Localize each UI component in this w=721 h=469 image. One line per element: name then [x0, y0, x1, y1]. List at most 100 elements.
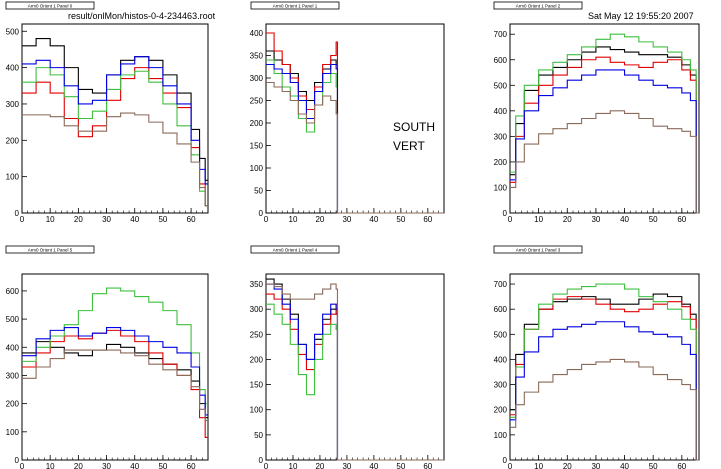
- x-tick-label: 10: [289, 215, 298, 224]
- y-tick-label: 300: [250, 74, 264, 83]
- series-blue: [22, 56, 208, 185]
- timestamp-label: Sat May 12 19:55:20 2007: [588, 11, 694, 21]
- series-blue: [22, 326, 208, 416]
- y-tick-label: 50: [254, 187, 263, 196]
- y-tick-label: 250: [250, 330, 264, 339]
- y-tick-label: 300: [250, 305, 264, 314]
- series-brown: [22, 349, 208, 422]
- file-path-label: result/onlMon/histos-0-4-234463.root: [68, 11, 216, 21]
- plot-frame: [509, 273, 700, 461]
- y-tick-label: 700: [494, 280, 508, 289]
- x-tick-label: 20: [563, 215, 572, 224]
- y-tick-label: 200: [6, 136, 20, 145]
- y-tick-label: 500: [494, 81, 508, 90]
- series-green: [266, 59, 444, 214]
- panel-title-box: [5, 245, 95, 254]
- series-blue: [510, 69, 699, 214]
- y-tick-label: 500: [494, 330, 508, 339]
- y-tick-label: 50: [254, 431, 263, 440]
- series-black: [22, 341, 208, 419]
- series-brown: [510, 358, 699, 461]
- series-blue: [510, 321, 699, 461]
- series-brown: [22, 112, 208, 207]
- x-tick-label: 10: [534, 215, 543, 224]
- annotation-south: SOUTH: [393, 120, 435, 134]
- y-tick-label: 0: [259, 209, 264, 218]
- x-tick-label: 30: [102, 462, 111, 469]
- x-tick-label: 50: [158, 462, 167, 469]
- x-tick-label: 20: [563, 462, 572, 469]
- y-tick-label: 300: [494, 381, 508, 390]
- x-tick-label: 0: [20, 215, 25, 224]
- y-tick-label: 0: [503, 456, 508, 465]
- x-tick-label: 40: [369, 462, 378, 469]
- y-tick-label: 400: [6, 64, 20, 73]
- x-tick-label: 20: [315, 462, 324, 469]
- panel-title-box: [250, 245, 340, 254]
- series-black: [22, 37, 208, 181]
- x-tick-label: 30: [591, 215, 600, 224]
- y-tick-label: 200: [494, 158, 508, 167]
- y-tick-label: 400: [250, 29, 264, 38]
- panel-title-box: [493, 1, 583, 10]
- y-tick-label: 200: [250, 355, 264, 364]
- y-tick-label: 0: [15, 209, 20, 218]
- plot-frame: [509, 23, 700, 214]
- x-tick-label: 50: [396, 462, 405, 469]
- x-tick-label: 40: [130, 462, 139, 469]
- y-tick-label: 100: [494, 431, 508, 440]
- x-tick-label: 20: [74, 215, 83, 224]
- histogram-panel-0: Arm0 Orient 1 Panel 0 0 10 20 30 40 50 60 0 100 20…: [5, 1, 209, 224]
- y-tick-label: 500: [6, 27, 20, 36]
- panel-title: Arm0 Orient 1 Panel 0: [28, 4, 73, 9]
- y-tick-label: 150: [250, 142, 264, 151]
- series-red: [22, 329, 208, 439]
- x-tick-label: 60: [423, 215, 432, 224]
- series-green: [22, 287, 208, 405]
- x-tick-label: 60: [187, 462, 196, 469]
- y-tick-label: 600: [494, 305, 508, 314]
- y-tick-label: 100: [494, 183, 508, 192]
- y-tick-label: 0: [259, 456, 264, 465]
- x-tick-label: 50: [396, 215, 405, 224]
- y-tick-label: 350: [250, 52, 264, 61]
- y-tick-label: 100: [6, 173, 20, 182]
- series-green: [510, 283, 699, 461]
- y-tick-label: 250: [250, 97, 264, 106]
- histogram-panel-1: Arm0 Orient 1 Panel 1 0 10 20 30 40 50 60 0 50 100…: [250, 1, 445, 224]
- panel-title: Arm0 Orient 1 Panel 4: [273, 248, 318, 253]
- x-tick-label: 30: [102, 215, 111, 224]
- x-tick-label: 50: [158, 215, 167, 224]
- x-tick-label: 0: [264, 215, 269, 224]
- series-green: [22, 67, 208, 207]
- series-blue: [266, 283, 444, 461]
- y-tick-label: 400: [6, 343, 20, 352]
- histogram-panel-2: Arm0 Orient 1 Panel 20 10 20 30 40 50 60010020…: [493, 1, 700, 224]
- panel-title: Arm0 Orient 1 Panel 3: [516, 248, 561, 253]
- y-tick-label: 600: [494, 56, 508, 65]
- x-tick-label: 60: [677, 215, 686, 224]
- panel-title-box: [5, 1, 95, 10]
- x-tick-label: 10: [46, 462, 55, 469]
- y-tick-label: 300: [494, 132, 508, 141]
- x-tick-label: 30: [342, 462, 351, 469]
- series-brown: [510, 110, 699, 214]
- panel-title: Arm0 Orient 1 Panel 5: [28, 248, 73, 253]
- y-tick-label: 300: [6, 371, 20, 380]
- x-tick-label: 40: [130, 215, 139, 224]
- histogram-panel-3: Arm0 Orient 1 Panel 50 10 20 30 40 50 60010020…: [5, 245, 209, 469]
- x-tick-label: 0: [508, 462, 513, 469]
- y-tick-label: 350: [250, 280, 264, 289]
- series-green: [510, 33, 699, 214]
- y-tick-label: 150: [250, 381, 264, 390]
- y-tick-label: 200: [250, 119, 264, 128]
- x-tick-label: 50: [649, 462, 658, 469]
- x-tick-label: 40: [369, 215, 378, 224]
- panel-title: Arm0 Orient 1 Panel 1: [273, 4, 318, 9]
- panel-title-box: [250, 1, 340, 10]
- x-tick-label: 50: [649, 215, 658, 224]
- y-tick-label: 0: [503, 209, 508, 218]
- panel-title: Arm0 Orient 1 Panel 2: [516, 4, 561, 9]
- plot-frame: [21, 23, 209, 214]
- x-tick-label: 30: [342, 215, 351, 224]
